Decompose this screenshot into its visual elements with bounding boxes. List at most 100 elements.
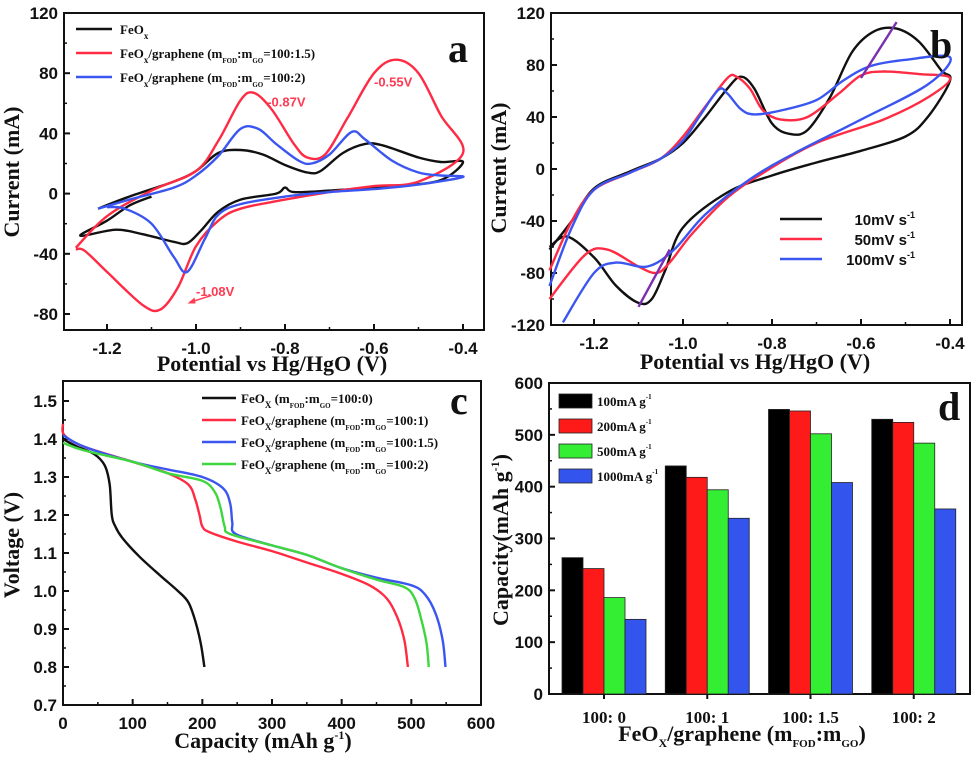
legend-swatch: [558, 443, 593, 459]
legend-swatch: [558, 418, 593, 434]
series-line-1: [79, 142, 465, 246]
panel-a-x-ticks: -1.2 -1.0 -0.8 -0.6 -0.4: [92, 324, 478, 358]
panel-c-x-ticks: 0 100 200 300 400 500 600: [58, 699, 495, 733]
legend-label: FeOX/graphene (mFOD:mGO=100:1.5): [241, 435, 438, 454]
series-line-4: [62, 441, 430, 668]
legend-label-sub2: FOD: [222, 81, 237, 89]
y-tick-label: 1.5: [33, 392, 57, 411]
legend-label-rest2: :m: [237, 46, 252, 61]
legend-label-main: FeO: [241, 413, 265, 428]
y-tick-label: 120: [30, 4, 58, 23]
panel-a-curves: [74, 58, 465, 313]
y-tick-label: 0: [49, 185, 58, 204]
y-tick-label: 600: [515, 374, 543, 393]
legend-label-sup: -1: [646, 443, 652, 451]
panel-d-y-axis-label-main: Capacity(mAh g: [488, 471, 513, 626]
series-line-3: [97, 125, 465, 274]
legend-label-sup: -1: [907, 250, 915, 260]
bar: [582, 568, 605, 695]
panel-d-x-axis-label-sub3: GO: [841, 738, 859, 750]
legend-label-rest2: :m: [360, 413, 375, 428]
panel-d-y-ticks: 0 100 200 300 400 500 600: [515, 374, 555, 704]
legend-label-main: FeO: [120, 22, 144, 37]
x-tick-label: -0.8: [757, 334, 786, 353]
y-tick-label: 0: [534, 685, 543, 704]
legend-label-sub3: GO: [252, 81, 263, 89]
series-line-3: [548, 54, 952, 324]
legend-label: FeOx/graphene (mFOD:mGO=100:1.5): [120, 46, 315, 65]
legend-label-rest3: =100:1): [386, 413, 428, 428]
panel-c-discharge-curves: 0 100 200 300 400 500 600 0.7 0.8 0.9 1.0 1.1 1.2 1.…: [0, 378, 495, 753]
legend-label-main: FeO: [241, 435, 265, 450]
y-tick-label: 400: [515, 478, 543, 497]
series-line-1: [548, 26, 952, 306]
panel-d-y-axis-label-end: ): [488, 454, 513, 461]
legend-label-sub: x: [144, 79, 149, 89]
panel-d-rate-capacity-bars: 0 100 200 300 400 500 600 100: 0 100: 1 100: 1.5…: [488, 374, 971, 750]
panel-d-bars: [561, 409, 957, 695]
x-tick-label: 600: [467, 714, 495, 733]
legend-label-rest: /graphene (m: [270, 457, 345, 472]
panel-a-frame: [63, 12, 485, 331]
x-tick-label: -1.0: [181, 339, 210, 358]
legend-label-sub3: GO: [320, 402, 331, 410]
y-tick-label: -120: [511, 316, 545, 335]
bar: [810, 433, 832, 695]
legend-label-sub: X: [265, 400, 272, 410]
x-tick-label: 100: 0: [582, 708, 626, 727]
legend-label: 100mV s-1: [846, 250, 915, 269]
legend-label-sup: -1: [907, 210, 915, 220]
panel-d-x-axis-label-sub2: FOD: [792, 738, 815, 750]
y-tick-label: 0.7: [33, 696, 57, 715]
legend-label-rest3: =100:1.5): [263, 46, 315, 61]
legend-label-rest2: :m: [360, 457, 375, 472]
legend-swatch: [558, 468, 593, 484]
guide-line: [859, 21, 898, 79]
y-tick-label: 80: [526, 56, 545, 75]
y-tick-label: 1.0: [33, 582, 57, 601]
panel-b-scan-rate-cv: -1.2 -1.0 -0.8 -0.6 -0.4 -120-80-4004080120 …: [486, 4, 965, 374]
series-line-2: [548, 70, 952, 300]
y-tick-label: 200: [515, 581, 543, 600]
bar: [685, 476, 708, 695]
legend-label-sub: x: [144, 31, 149, 41]
panel-c-x-axis-label: Capacity (mAh g-1): [174, 728, 351, 753]
panel-c-y-axis-label: Voltage (V): [0, 492, 24, 598]
legend-label-rest: /graphene (m: [270, 413, 345, 428]
peak-annotation: -0.55V: [374, 75, 413, 90]
legend-label-sub3: GO: [375, 446, 386, 454]
panel-a-x-axis-label: Potential vs Hg/HgO (V): [157, 351, 387, 376]
bar: [831, 482, 853, 695]
panel-c-y-ticks: 0.7 0.8 0.9 1.0 1.1 1.2 1.3 1.4 1.5: [33, 392, 69, 715]
y-tick-label: 1.3: [33, 468, 57, 487]
panel-a-y-ticks: -80 -40 0 40 80 120: [30, 4, 70, 324]
legend-label-rest: /graphene (m: [270, 435, 345, 450]
panel-d-x-axis-label: FeOX/graphene (mFOD:mGO): [618, 721, 866, 750]
legend-label: FeOX/graphene (mFOD:mGO=100:2): [241, 457, 428, 476]
bar: [871, 418, 894, 695]
x-tick-label: 200: [188, 714, 216, 733]
legend-label-rest2: :m: [237, 70, 252, 85]
panel-d-x-axis-label-sub: X: [659, 736, 668, 750]
panel-d-x-axis-label-rest: /graphene (m: [666, 721, 792, 746]
legend-label-rest: /graphene (m: [147, 70, 222, 85]
legend-swatch: [558, 393, 593, 409]
bar: [624, 618, 647, 695]
y-tick-label: -40: [33, 245, 58, 264]
peak-annotation: -1.08V: [196, 284, 235, 299]
panel-d-y-axis-label: Capacity(mAh g-1): [488, 454, 513, 626]
panel-d-x-axis-label-rest2: :m: [816, 721, 842, 746]
x-tick-label: -1.2: [92, 339, 121, 358]
y-tick-label: -40: [520, 212, 545, 231]
x-tick-label: -0.6: [846, 334, 875, 353]
series-line-2: [74, 58, 465, 313]
y-tick-label: 40: [526, 108, 545, 127]
legend-label-rest: (m: [271, 391, 290, 406]
legend-label-rest2: :m: [305, 391, 320, 406]
legend-label-sub3: GO: [252, 57, 263, 65]
legend-label-sub: X: [265, 444, 272, 454]
legend-label-main: 100mV s: [846, 252, 907, 269]
legend-label: 50mV s-1: [854, 230, 915, 249]
panel-b-guide-lines: [637, 21, 898, 308]
